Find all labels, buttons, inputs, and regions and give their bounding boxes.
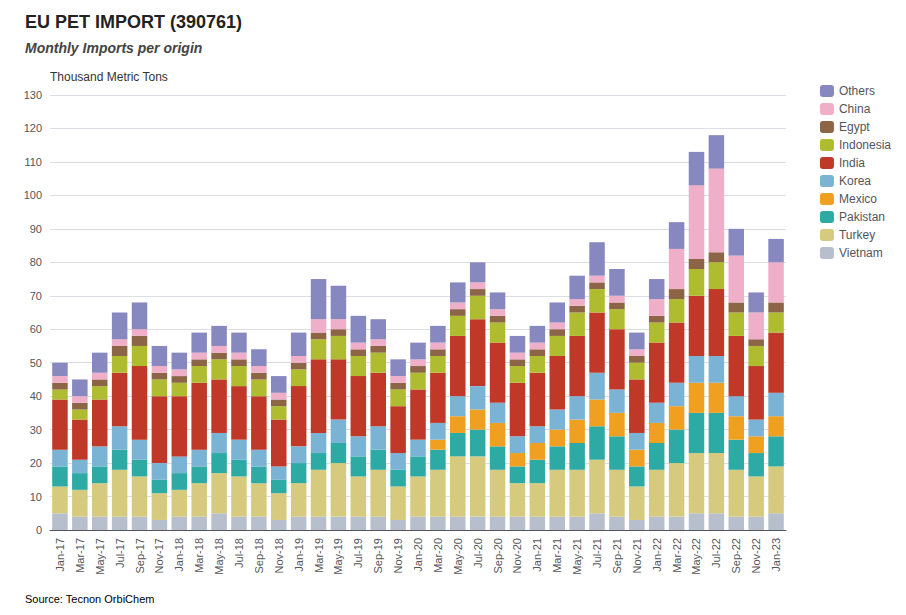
svg-text:60: 60 [30,323,42,335]
svg-text:130: 130 [24,89,42,101]
svg-text:Jan-18: Jan-18 [173,538,185,572]
svg-text:Vietnam: Vietnam [839,246,883,260]
svg-text:Turkey: Turkey [839,228,875,242]
svg-text:Others: Others [839,84,875,98]
svg-text:Mar-18: Mar-18 [193,538,205,573]
svg-text:10: 10 [30,491,42,503]
svg-text:Sep-18: Sep-18 [253,538,265,573]
svg-text:Mar-17: Mar-17 [74,538,86,573]
svg-text:Mar-22: Mar-22 [671,538,683,573]
svg-text:Monthly Imports per origin: Monthly Imports per origin [25,40,202,56]
svg-text:Mar-19: Mar-19 [313,538,325,573]
svg-text:40: 40 [30,390,42,402]
svg-text:May-17: May-17 [94,538,106,575]
svg-text:Jul-20: Jul-20 [472,538,484,568]
svg-text:Jan-20: Jan-20 [412,538,424,572]
svg-text:Sep-19: Sep-19 [372,538,384,573]
svg-text:Mexico: Mexico [839,192,877,206]
svg-text:Jul-22: Jul-22 [710,538,722,568]
svg-text:EU PET IMPORT (390761): EU PET IMPORT (390761) [25,12,242,32]
svg-text:120: 120 [24,122,42,134]
svg-text:Source: Tecnon OrbiChem: Source: Tecnon OrbiChem [25,593,154,605]
svg-text:China: China [839,102,871,116]
svg-text:Sep-21: Sep-21 [611,538,623,573]
svg-text:India: India [839,156,865,170]
svg-text:Indonesia: Indonesia [839,138,891,152]
svg-text:Jul-17: Jul-17 [114,538,126,568]
svg-text:90: 90 [30,223,42,235]
svg-text:50: 50 [30,357,42,369]
svg-text:Sep-17: Sep-17 [134,538,146,573]
svg-text:Egypt: Egypt [839,120,870,134]
svg-text:Jul-19: Jul-19 [352,538,364,568]
svg-text:Jan-23: Jan-23 [770,538,782,572]
svg-text:0: 0 [36,524,42,536]
svg-text:110: 110 [24,156,42,168]
svg-text:Thousand Metric Tons: Thousand Metric Tons [50,70,168,84]
svg-text:May-20: May-20 [452,538,464,575]
svg-text:Mar-21: Mar-21 [551,538,563,573]
svg-text:80: 80 [30,256,42,268]
svg-text:Nov-22: Nov-22 [750,538,762,573]
svg-text:Mar-20: Mar-20 [432,538,444,573]
svg-text:Jan-22: Jan-22 [651,538,663,572]
svg-text:Nov-21: Nov-21 [631,538,643,573]
svg-text:Sep-22: Sep-22 [730,538,742,573]
svg-text:Nov-18: Nov-18 [273,538,285,573]
svg-text:30: 30 [30,424,42,436]
svg-text:May-19: May-19 [332,538,344,575]
svg-text:Nov-20: Nov-20 [511,538,523,573]
svg-text:May-18: May-18 [213,538,225,575]
svg-text:20: 20 [30,457,42,469]
svg-text:Nov-17: Nov-17 [153,538,165,573]
svg-text:May-22: May-22 [690,538,702,575]
svg-text:May-21: May-21 [571,538,583,575]
svg-text:100: 100 [24,189,42,201]
svg-text:Sep-20: Sep-20 [492,538,504,573]
svg-text:Jul-18: Jul-18 [233,538,245,568]
svg-text:Jan-17: Jan-17 [54,538,66,572]
svg-text:Pakistan: Pakistan [839,210,885,224]
svg-text:Jan-21: Jan-21 [531,538,543,572]
svg-text:Korea: Korea [839,174,871,188]
svg-text:Jul-21: Jul-21 [591,538,603,568]
svg-text:70: 70 [30,290,42,302]
svg-text:Jan-19: Jan-19 [293,538,305,572]
svg-text:Nov-19: Nov-19 [392,538,404,573]
